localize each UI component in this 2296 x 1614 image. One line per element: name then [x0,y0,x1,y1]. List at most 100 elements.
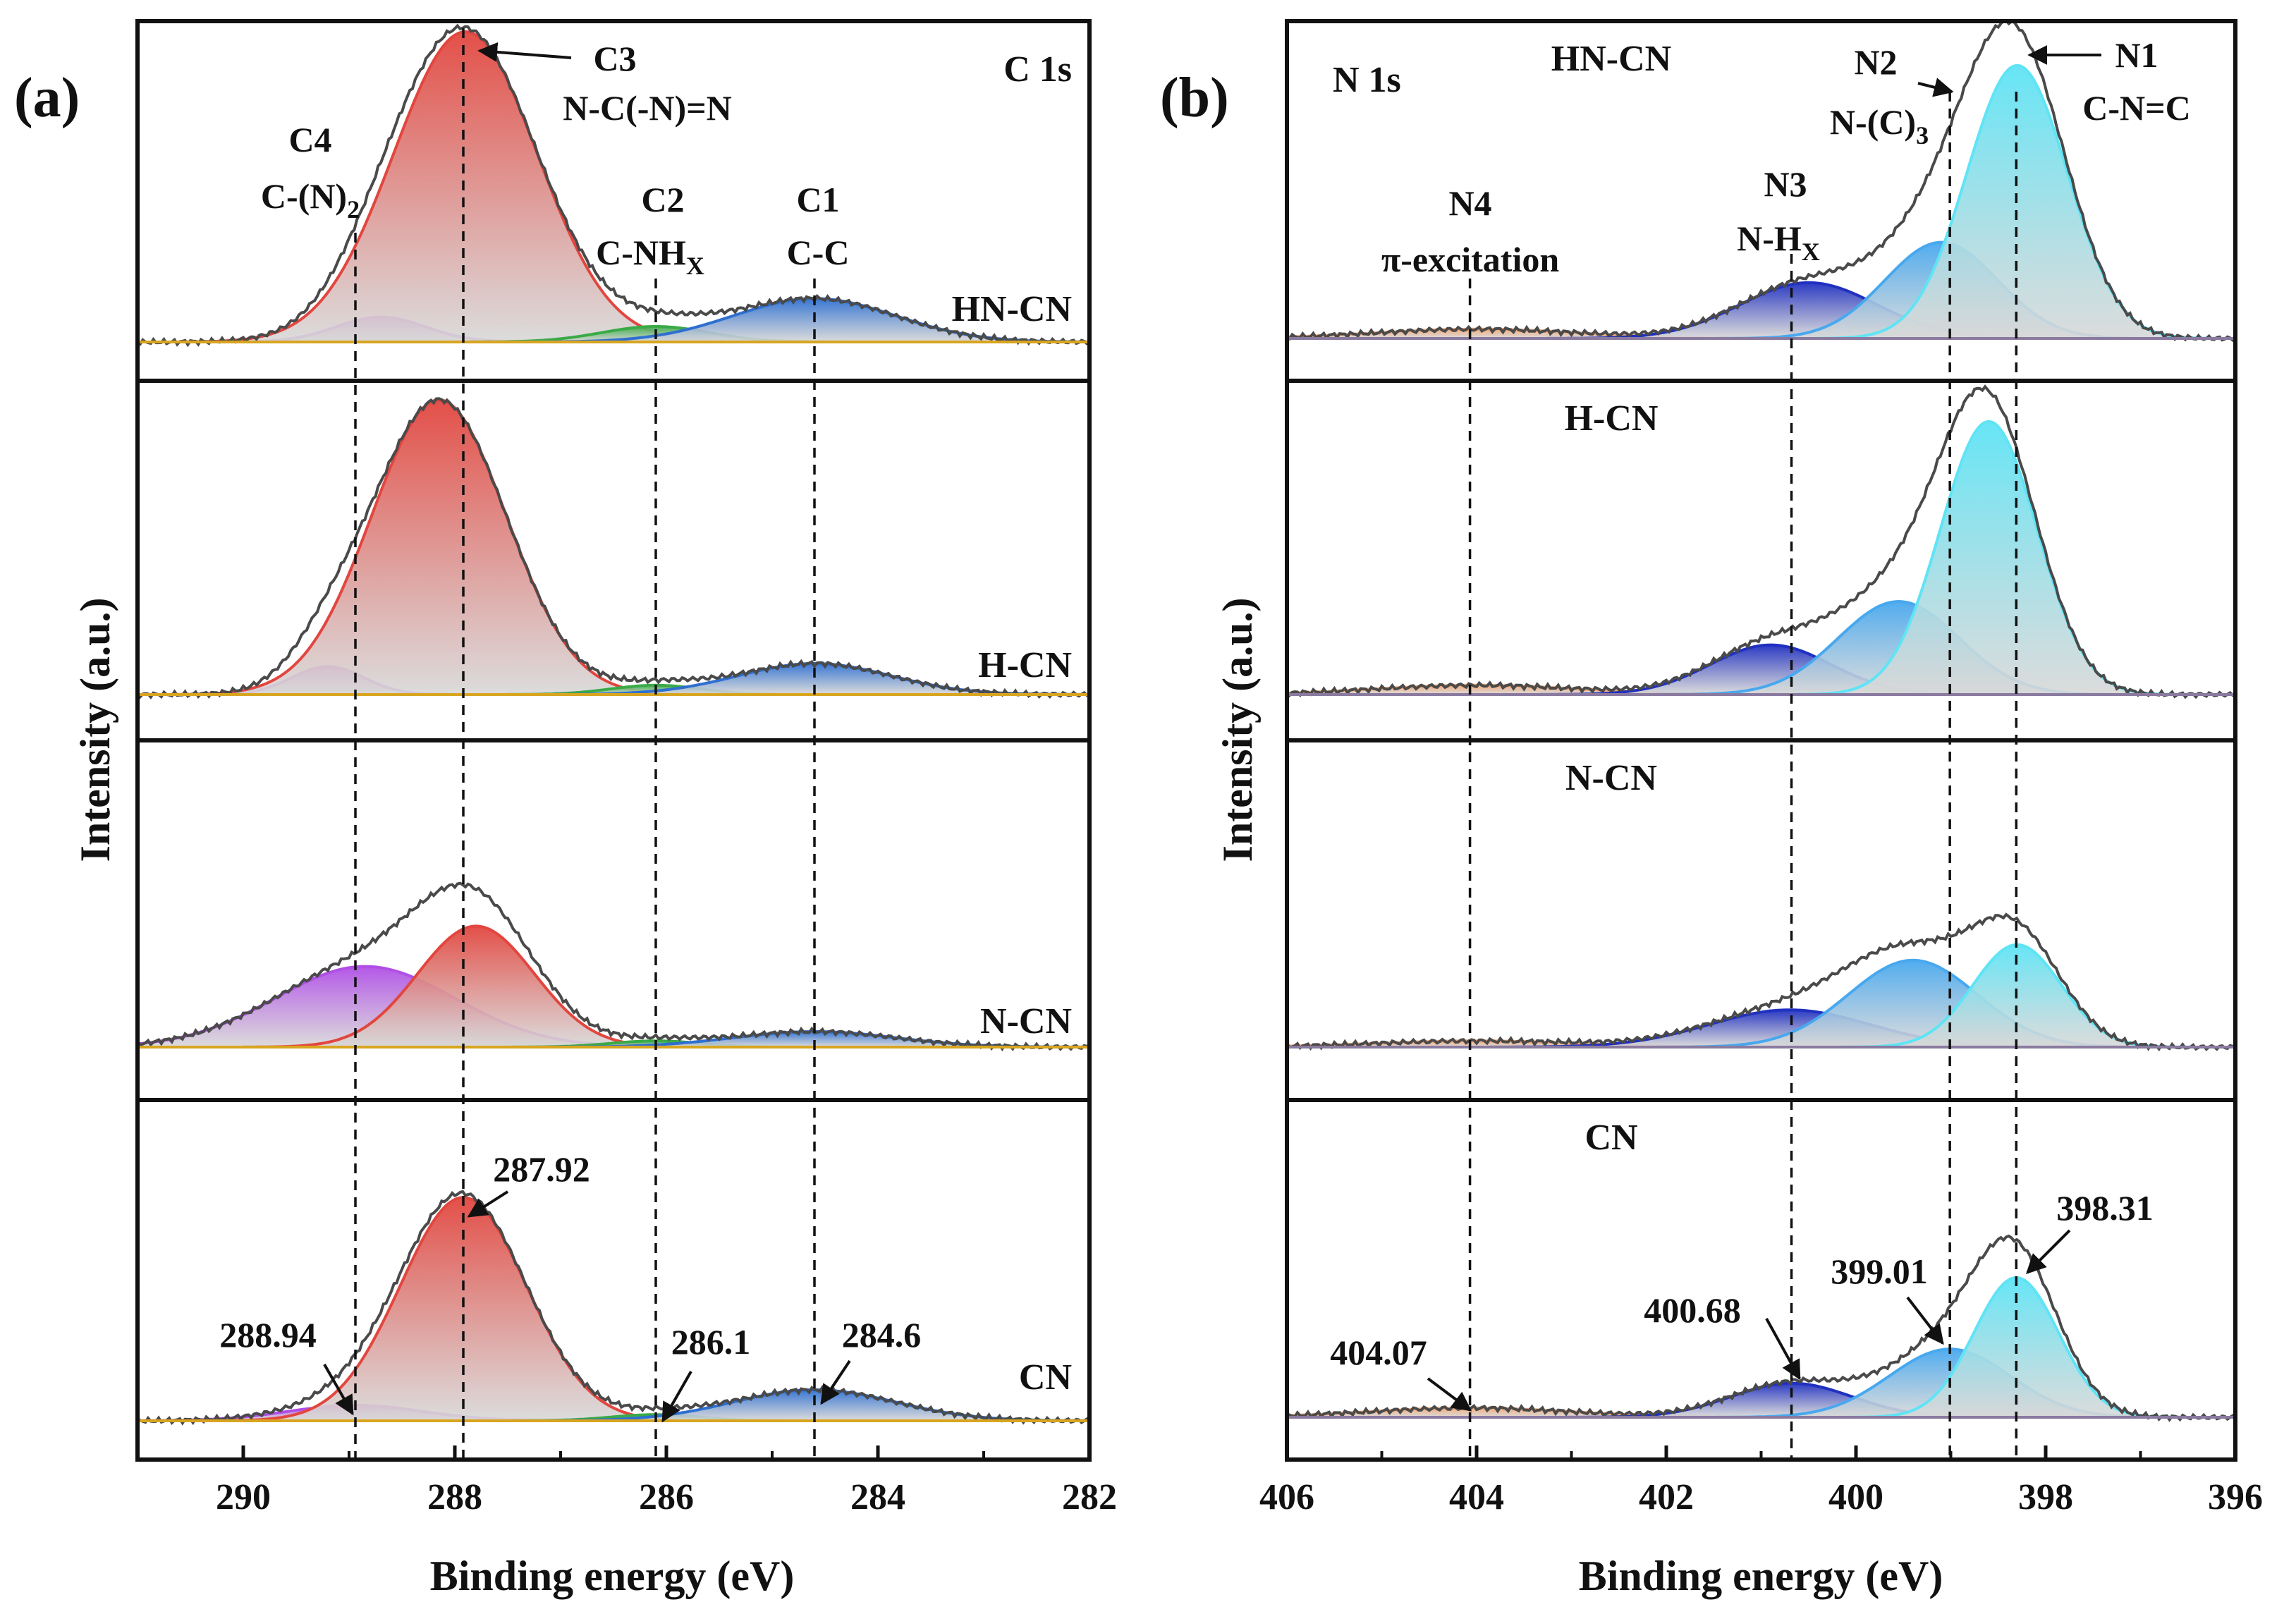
panel-a-ylabel: Intensity (a.u.) [72,597,118,862]
envelope-line [138,23,1089,348]
envelope-line [1287,21,2235,343]
panel-a-x-ticks: 290 288 286 284 282 [136,1445,1117,1517]
x-tick-label: 400 [1828,1477,1883,1517]
component-fill-n3 [1529,644,2013,695]
envelope-line [138,397,1089,699]
peak-name-c4: C-(N)2 [261,176,360,224]
panel-b-xlabel: Binding energy (eV) [1579,1553,1943,1599]
value-label-398-31: 398.31 [2056,1188,2154,1228]
x-tick-label: 288 [427,1477,482,1517]
spectrum-label-a-3: N-CN [980,1001,1072,1041]
x-tick-label: 284 [850,1477,905,1517]
spectrum-label-a-4: CN [1019,1357,1072,1398]
panel-b-x-ticks: 406 404 402 400 398 396 [1259,1445,2263,1517]
arrow-288-94 [323,1364,354,1416]
frame-b-4 [1285,1098,2237,1462]
x-tick-label: 402 [1639,1477,1694,1517]
spectrum-hn-cn [1287,21,2235,343]
arrow-287-92 [467,1190,509,1218]
arrow-399-01 [1906,1296,1944,1345]
arrow-398-31 [2026,1229,2071,1274]
peak-id-n4: N4 [1448,183,1491,223]
component-fill-n3 [1534,282,2083,338]
panel-b-letter: (b) [1160,67,1229,129]
peak-name-n3: N-HX [1737,219,1820,266]
spectrum-label-b-4: CN [1584,1118,1637,1158]
value-label-288-94: 288.94 [219,1315,317,1355]
component-fill-n1 [1795,421,2182,695]
arrow-286-1 [661,1371,692,1423]
x-tick-label: 290 [216,1477,271,1517]
component-fill-c1 [491,1390,1089,1421]
spectrum-h-cn [138,397,1089,699]
value-label-400-68: 400.68 [1644,1290,1741,1330]
peak-id-c2: C2 [641,180,684,219]
panel-b-frames [1285,19,2237,1462]
spectrum-n-cn [138,881,1089,1052]
x-tick-label: 396 [2208,1477,2263,1517]
arrow-400-68 [1765,1318,1801,1381]
envelope-line [138,881,1089,1052]
peak-name-c2: C-NHX [596,233,704,280]
value-label-287-92: 287.92 [493,1149,590,1189]
component-fill-c3 [242,926,710,1047]
peak-id-n1: N1 [2115,35,2158,75]
frame-a-4 [135,1098,1092,1462]
panel-a-letter: (a) [14,67,80,129]
component-fill-n3 [1549,1383,2034,1417]
panel-b-element-label: N 1s [1333,60,1401,100]
envelope-line [1287,912,2235,1051]
panel-b: (b) Intensity (a.u.) Binding energy (eV)… [1160,19,2263,1599]
peak-id-c4: C4 [288,120,331,159]
envelope-line [138,1190,1089,1426]
component-fill-c3 [178,32,753,342]
component-fill-c3 [212,1197,715,1421]
component-fill-c1 [508,664,1089,695]
spectrum-label-a-1: HN-CN [952,289,1072,329]
panel-a-frames [135,19,1092,1462]
spectrum-label-b-1: HN-CN [1551,39,1671,79]
arrow-n2 [1917,78,1954,97]
envelope-line [1287,384,2235,699]
x-tick-label: 398 [2018,1477,2073,1517]
x-tick-label: 404 [1449,1477,1504,1517]
value-label-286-1: 286.1 [671,1322,751,1362]
panel-a-element-label: C 1s [1003,49,1072,90]
arrow-c3 [477,42,572,62]
arrow-404-07 [1427,1377,1472,1412]
component-fill-n3 [1467,1010,2112,1047]
panel-a-xlabel: Binding energy (eV) [430,1553,795,1599]
spectrum-cn [1287,1234,2235,1422]
x-tick-label: 406 [1259,1477,1314,1517]
component-fill-c3 [169,400,709,695]
panel-b-ylabel: Intensity (a.u.) [1214,597,1261,862]
peak-name-c1: C-C [787,233,850,272]
panel-b-reference-lines [1468,92,2018,1460]
arrow-284-6 [820,1359,851,1405]
x-tick-label: 286 [639,1477,694,1517]
panel-a-reference-lines [354,28,816,1460]
value-label-284-6: 284.6 [842,1315,922,1355]
peak-id-n2: N2 [1854,42,1897,82]
peak-name-n2: N-(C)3 [1830,102,1929,149]
value-label-399-01: 399.01 [1831,1252,1928,1291]
spectrum-label-b-3: N-CN [1565,758,1657,798]
peak-id-c3: C3 [593,39,636,78]
peak-id-c1: C1 [796,180,839,219]
spectrum-n-cn [1287,912,2235,1051]
envelope-line [1287,1234,2235,1422]
spectrum-hn-cn [138,23,1089,348]
spectrum-label-a-2: H-CN [978,645,1072,685]
panel-a: (a) Intensity (a.u.) Binding energy (eV)… [14,19,1117,1599]
spectrum-cn [138,1190,1089,1426]
component-fill-n2 [1655,960,2171,1047]
peak-name-n1: C-N=C [2082,88,2190,128]
spectrum-h-cn [1287,384,2235,699]
x-tick-label: 282 [1062,1477,1117,1517]
peak-name-c3: N-C(-N)=N [563,88,732,128]
peak-id-n3: N3 [1764,164,1807,204]
value-label-404-07: 404.07 [1330,1333,1427,1372]
spectrum-label-b-2: H-CN [1565,398,1659,439]
peak-name-n4: π-excitation [1381,240,1560,279]
